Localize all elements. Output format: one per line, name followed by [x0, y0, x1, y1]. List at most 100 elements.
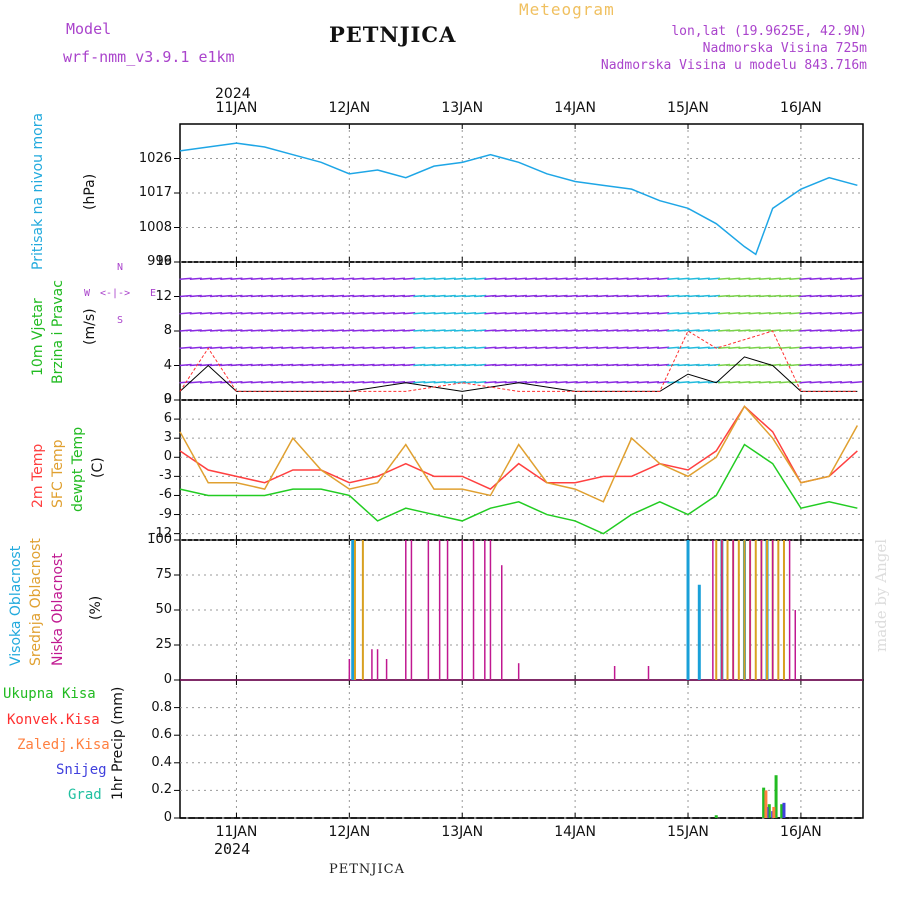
y-tick-label: 0.4 — [151, 754, 172, 770]
frz-precip-bar — [764, 790, 768, 818]
wind-barb — [646, 346, 660, 349]
wind-barb — [372, 381, 385, 384]
wind-barb — [565, 346, 578, 349]
wind-barb — [616, 277, 629, 280]
wind-barb — [250, 277, 263, 280]
y-tick-label: 0.8 — [151, 699, 172, 715]
y-tick-label: 9 — [163, 392, 172, 407]
wind-barb — [271, 381, 284, 384]
wind-barb — [646, 294, 660, 298]
wind-barb — [728, 346, 741, 349]
wind-barb — [514, 312, 527, 315]
y-tick-label: -6 — [159, 487, 172, 503]
wind-barb — [372, 312, 385, 315]
bottom-date-tick-12jan: 12JAN — [328, 824, 371, 840]
wind-barb — [240, 363, 253, 367]
y-tick-label: -9 — [159, 506, 172, 522]
wind-barb — [342, 294, 355, 298]
legend-total-rain: Ukupna Kisa — [3, 686, 96, 702]
wind-barb — [260, 329, 273, 332]
wind-barb — [291, 346, 304, 349]
wind-barb — [514, 294, 527, 298]
wind-barb — [840, 346, 853, 349]
wind-barb — [433, 381, 446, 384]
wind-barb — [809, 329, 822, 332]
wind-barb — [575, 277, 588, 280]
wind-barb — [779, 294, 792, 298]
wind-barb — [718, 277, 731, 280]
y-tick-label: 1017 — [138, 185, 172, 200]
wind-barb — [474, 346, 487, 349]
wind-barb — [829, 381, 842, 384]
y-tick-label: 0.2 — [151, 782, 172, 798]
wind-barb — [260, 277, 273, 280]
wind-barb — [819, 363, 832, 367]
wind-barb — [809, 294, 822, 298]
wind-barb — [616, 329, 629, 332]
y-tick-label: 0.6 — [151, 727, 172, 743]
wind-barb — [616, 381, 629, 384]
wind-barb — [575, 363, 588, 367]
wind-barb — [707, 363, 721, 367]
wind-barb — [464, 346, 477, 349]
wind-barb — [606, 294, 619, 298]
wind-barb — [301, 294, 314, 298]
wind-barb — [321, 346, 334, 349]
top-date-tick-11jan: 11JAN — [215, 100, 258, 116]
top-date-tick-14jan: 14JAN — [554, 100, 596, 116]
wind-barb — [799, 329, 812, 332]
sfc-temp-line — [179, 405, 859, 503]
y-tick-label: 12 — [155, 288, 172, 304]
wind-barb — [565, 363, 578, 367]
wind-barb — [525, 312, 538, 315]
wind-barb — [240, 277, 253, 280]
bottom-date-tick-14jan: 14JAN — [554, 824, 596, 840]
wind-barb — [311, 277, 324, 280]
wind-barb — [464, 381, 477, 384]
y-tick-label: 16 — [155, 254, 172, 269]
wind-barb — [392, 346, 406, 349]
wind-barb — [484, 294, 497, 298]
wind-barb — [281, 363, 294, 367]
wind-barb — [311, 329, 324, 332]
altitude-label: Nadmorska Visina 725m — [702, 41, 867, 56]
wind-barb — [240, 381, 253, 384]
wind-barb — [464, 294, 477, 298]
wind-barb — [321, 294, 334, 298]
wind-barb — [585, 363, 599, 367]
wind-barb — [403, 346, 416, 349]
wind-barb — [342, 277, 355, 280]
wind-barb — [718, 329, 731, 332]
wind-barb — [260, 346, 273, 349]
wind-barb — [413, 277, 426, 280]
wind-barb — [606, 363, 619, 367]
wind-barb — [850, 329, 863, 332]
y-tick-label: 1008 — [138, 219, 172, 235]
wind-barb — [758, 312, 771, 315]
wind-barb — [321, 329, 334, 332]
wind-barb — [575, 329, 588, 332]
bottom-date-tick-16jan: 16JAN — [780, 824, 822, 840]
wind-barb — [748, 363, 761, 367]
wind-barb — [382, 346, 395, 349]
wind-barb — [210, 312, 223, 315]
wind-barb — [646, 363, 660, 367]
wind-barb — [789, 346, 802, 349]
y-tick-label: 50 — [155, 602, 172, 617]
compass-horizontal: <-|-> — [100, 288, 131, 299]
wind-barb — [626, 329, 639, 332]
wind-barb — [464, 363, 477, 367]
wind-barb — [779, 363, 792, 367]
model-altitude-label: Nadmorska Visina u modelu 843.716m — [600, 58, 867, 73]
wind-barb — [697, 294, 710, 298]
wind-barb — [525, 363, 538, 367]
wind-barb — [667, 312, 680, 315]
wind-barb — [250, 294, 263, 298]
wind-barb — [260, 381, 273, 384]
wind-barb — [596, 346, 609, 349]
wind-barb — [829, 346, 842, 349]
wind-barb — [697, 363, 710, 367]
wind-barb — [281, 346, 294, 349]
top-year-label: 2024 — [215, 86, 251, 102]
wind-barb — [484, 346, 497, 349]
